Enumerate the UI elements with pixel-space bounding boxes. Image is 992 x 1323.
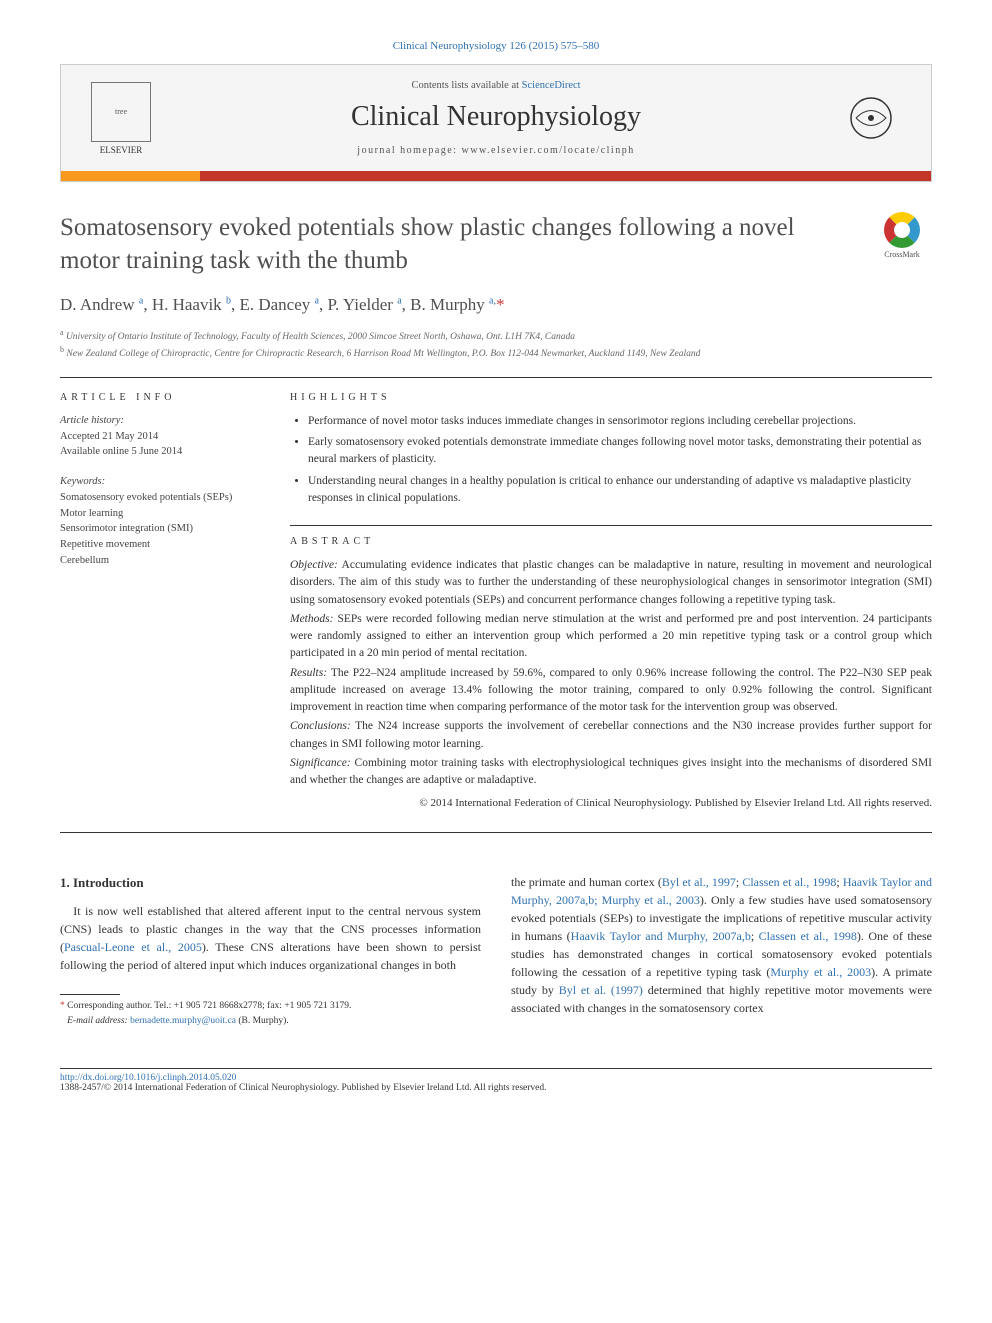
abstract-body: Objective: Accumulating evidence indicat… bbox=[290, 557, 932, 812]
accent-bar bbox=[61, 171, 931, 181]
crossmark-badge[interactable]: CrossMark bbox=[872, 212, 932, 272]
intro-text: the primate and human cortex ( bbox=[511, 875, 662, 889]
citation-link[interactable]: Classen et al., 1998 bbox=[742, 875, 836, 889]
title-text: Somatosensory evoked potentials show pla… bbox=[60, 214, 795, 274]
citation-link[interactable]: Murphy et al., 2003 bbox=[770, 965, 871, 979]
rule bbox=[290, 525, 932, 526]
citation-link[interactable]: Byl et al. (1997) bbox=[559, 983, 643, 997]
crossmark-label: CrossMark bbox=[884, 250, 920, 260]
intro-col-left: 1. Introduction It is now well establish… bbox=[60, 873, 481, 1028]
accepted-date: Accepted 21 May 2014 bbox=[60, 429, 260, 445]
contents-prefix: Contents lists available at bbox=[411, 80, 521, 91]
homepage-line: journal homepage: www.elsevier.com/locat… bbox=[161, 145, 831, 156]
sciencedirect-link[interactable]: ScienceDirect bbox=[522, 80, 581, 91]
doi-link[interactable]: http://dx.doi.org/10.1016/j.clinph.2014.… bbox=[60, 1073, 236, 1083]
objective-label: Objective: bbox=[290, 559, 338, 571]
citation-link[interactable]: Classen et al., 1998 bbox=[759, 929, 857, 943]
footer-rule bbox=[60, 1068, 932, 1069]
highlight-item: Understanding neural changes in a health… bbox=[308, 473, 932, 508]
authors: D. Andrew a, H. Haavik b, E. Dancey a, P… bbox=[60, 295, 932, 315]
corresponding-author: Corresponding author. Tel.: +1 905 721 8… bbox=[67, 1001, 351, 1011]
keyword: Somatosensory evoked potentials (SEPs) bbox=[60, 490, 260, 506]
issn-copyright: 1388-2457/© 2014 International Federatio… bbox=[60, 1083, 547, 1093]
footer: http://dx.doi.org/10.1016/j.clinph.2014.… bbox=[60, 1073, 932, 1093]
journal-logo bbox=[831, 73, 911, 163]
citation-link[interactable]: Byl et al., 1997 bbox=[662, 875, 736, 889]
keyword: Motor learning bbox=[60, 506, 260, 522]
elsevier-logo: tree ELSEVIER bbox=[81, 73, 161, 163]
footnote-rule bbox=[60, 994, 120, 995]
journal-header: tree ELSEVIER Contents lists available a… bbox=[60, 64, 932, 182]
conclusions-text: The N24 increase supports the involvemen… bbox=[290, 720, 932, 749]
intro-col-right: the primate and human cortex (Byl et al.… bbox=[511, 873, 932, 1028]
keyword: Cerebellum bbox=[60, 553, 260, 569]
highlight-item: Performance of novel motor tasks induces… bbox=[308, 413, 932, 430]
article-info: Article history: Accepted 21 May 2014 Av… bbox=[60, 413, 260, 569]
methods-text: SEPs were recorded following median nerv… bbox=[290, 613, 932, 660]
citation-link[interactable]: Haavik Taylor and Murphy, 2007a,b bbox=[571, 929, 751, 943]
results-text: The P22–N24 amplitude increased by 59.6%… bbox=[290, 667, 932, 714]
citation-link[interactable]: Pascual-Leone et al., 2005 bbox=[64, 940, 202, 954]
email-link[interactable]: bernadette.murphy@uoit.ca bbox=[130, 1016, 236, 1026]
abstract-copyright: © 2014 International Federation of Clini… bbox=[290, 795, 932, 812]
affiliation-b: New Zealand College of Chiropractic, Cen… bbox=[66, 350, 700, 360]
highlights-label: HIGHLIGHTS bbox=[290, 392, 932, 403]
methods-label: Methods: bbox=[290, 613, 333, 625]
keywords-list: Somatosensory evoked potentials (SEPs)Mo… bbox=[60, 490, 260, 569]
publisher-name: ELSEVIER bbox=[100, 145, 143, 155]
contents-line: Contents lists available at ScienceDirec… bbox=[161, 80, 831, 91]
significance-text: Combining motor training tasks with elec… bbox=[290, 757, 932, 786]
highlight-item: Early somatosensory evoked potentials de… bbox=[308, 434, 932, 469]
email-label: E-mail address: bbox=[67, 1016, 128, 1026]
homepage-prefix: journal homepage: bbox=[357, 145, 461, 156]
elsevier-tree-icon: tree bbox=[91, 82, 151, 142]
article-title: Somatosensory evoked potentials show pla… bbox=[60, 212, 932, 277]
email-name: (B. Murphy). bbox=[238, 1016, 288, 1026]
footnotes: * Corresponding author. Tel.: +1 905 721… bbox=[60, 999, 481, 1028]
keyword: Repetitive movement bbox=[60, 537, 260, 553]
highlights: Performance of novel motor tasks induces… bbox=[290, 413, 932, 507]
keyword: Sensorimotor integration (SMI) bbox=[60, 521, 260, 537]
keywords-label: Keywords: bbox=[60, 474, 260, 490]
journal-reference: Clinical Neurophysiology 126 (2015) 575–… bbox=[60, 40, 932, 52]
online-date: Available online 5 June 2014 bbox=[60, 444, 260, 460]
objective-text: Accumulating evidence indicates that pla… bbox=[290, 559, 932, 606]
rule bbox=[60, 377, 932, 378]
crossmark-icon bbox=[884, 212, 920, 248]
sep: ; bbox=[751, 929, 759, 943]
significance-label: Significance: bbox=[290, 757, 351, 769]
history-label: Article history: bbox=[60, 413, 260, 429]
affiliation-a: University of Ontario Institute of Techn… bbox=[66, 332, 575, 342]
journal-title: Clinical Neurophysiology bbox=[161, 101, 831, 133]
intro-heading: 1. Introduction bbox=[60, 873, 481, 893]
rule bbox=[60, 832, 932, 833]
affiliations: a University of Ontario Institute of Tec… bbox=[60, 327, 932, 362]
results-label: Results: bbox=[290, 667, 327, 679]
homepage-url[interactable]: www.elsevier.com/locate/clinph bbox=[462, 145, 635, 156]
article-info-label: ARTICLE INFO bbox=[60, 392, 260, 403]
abstract-label: ABSTRACT bbox=[290, 536, 932, 547]
conclusions-label: Conclusions: bbox=[290, 720, 351, 732]
